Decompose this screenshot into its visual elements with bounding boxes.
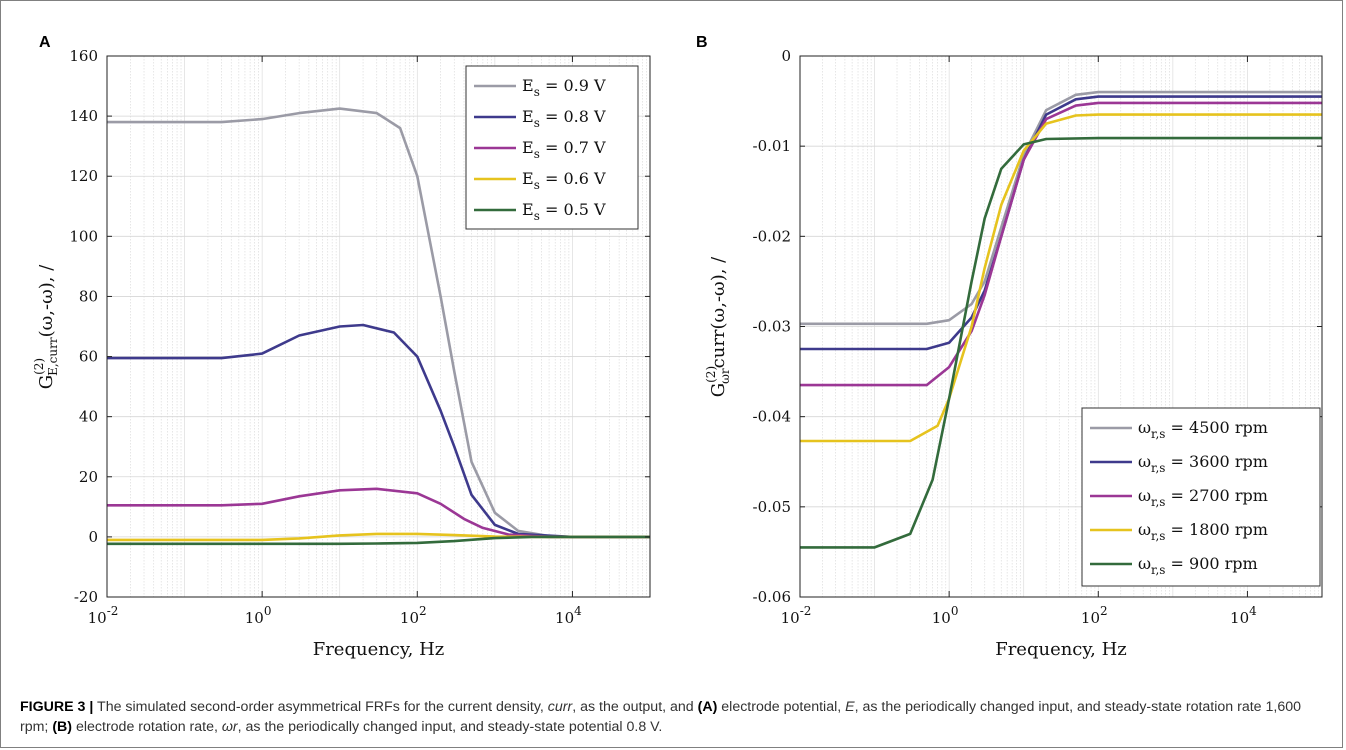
y-tick-label: 160 bbox=[69, 47, 98, 65]
x-tick-label: 102 bbox=[1081, 604, 1108, 627]
panel-b-letter: B bbox=[696, 34, 708, 51]
series-line bbox=[800, 101, 1322, 387]
caption-text-2: , as the output, and bbox=[572, 699, 698, 715]
series-line bbox=[107, 107, 650, 539]
y-tick-label: 120 bbox=[69, 167, 98, 185]
x-tick-label: 100 bbox=[245, 604, 272, 627]
y-tick-label: 20 bbox=[79, 468, 98, 486]
x-tick-label: 104 bbox=[555, 604, 582, 627]
chart-a: -20 0 20 40 60 80 100 120 140 160 10-2 100 102 104 Fre… bbox=[32, 47, 651, 660]
axes-box bbox=[106, 55, 651, 598]
x-tick-label: 104 bbox=[1230, 604, 1257, 627]
y-tick-label: 140 bbox=[69, 107, 98, 125]
caption-text-5: electrode rotation rate, bbox=[72, 719, 222, 735]
x-axis-label: Frequency, Hz bbox=[995, 639, 1127, 660]
legend-label: ωr,s = 2700 rpm bbox=[1138, 486, 1268, 509]
y-tick-label: 100 bbox=[69, 227, 98, 245]
x-tick-label: 10-2 bbox=[781, 604, 812, 627]
legend-label: Es = 0.8 V bbox=[522, 107, 606, 130]
series-line bbox=[800, 113, 1322, 443]
y-tick-label: -0.01 bbox=[753, 137, 791, 155]
legend-label: Es = 0.6 V bbox=[522, 169, 606, 192]
y-tick-label: -0.02 bbox=[753, 227, 791, 245]
caption-text-6: , as the periodically changed input, and… bbox=[237, 719, 663, 735]
y-axis-label: G(2)E,curr(ω,-ω), / bbox=[32, 264, 60, 390]
caption-e: E bbox=[845, 699, 855, 715]
y-tick-label: 0 bbox=[88, 528, 98, 546]
series-line bbox=[800, 90, 1322, 326]
y-tick-label: 40 bbox=[79, 408, 98, 426]
x-axis-label: Frequency, Hz bbox=[313, 639, 445, 660]
y-tick-label: -0.04 bbox=[753, 408, 791, 426]
series-line bbox=[800, 136, 1322, 549]
caption-text-3: electrode potential, bbox=[717, 699, 846, 715]
legend-label: ωr,s = 900 rpm bbox=[1138, 554, 1258, 577]
legend-label: Es = 0.7 V bbox=[522, 138, 606, 161]
x-tick-label: 102 bbox=[400, 604, 427, 627]
y-tick-label: -20 bbox=[74, 588, 98, 606]
legend-label: Es = 0.9 V bbox=[522, 76, 606, 99]
series-line bbox=[107, 323, 650, 539]
series-line bbox=[107, 535, 650, 546]
legend-label: Es = 0.5 V bbox=[522, 200, 606, 223]
y-axis-label: G(2)ωrcurr(ω,-ω), / bbox=[704, 256, 732, 397]
caption-text-4: , as the periodically changed input, and… bbox=[20, 699, 1302, 735]
y-tick-label: 0 bbox=[781, 47, 791, 65]
figure-caption: FIGURE 3 | The simulated second-order as… bbox=[20, 697, 1325, 737]
series-line bbox=[107, 487, 650, 539]
y-tick-label: 80 bbox=[79, 287, 98, 305]
y-tick-label: -0.06 bbox=[753, 588, 791, 606]
legend-label: ωr,s = 1800 rpm bbox=[1138, 520, 1268, 543]
x-tick-label: 10-2 bbox=[88, 604, 119, 627]
caption-text-1: The simulated second-order asymmetrical … bbox=[93, 699, 548, 715]
legend-label: ωr,s = 3600 rpm bbox=[1138, 452, 1268, 475]
caption-label: FIGURE 3 | bbox=[20, 699, 94, 715]
y-tick-label: -0.05 bbox=[753, 498, 791, 516]
legend-label: ωr,s = 4500 rpm bbox=[1138, 418, 1268, 441]
y-tick-label: -0.03 bbox=[753, 318, 791, 336]
y-tick-label: 60 bbox=[79, 348, 98, 366]
panel-a-letter: A bbox=[39, 34, 51, 51]
caption-b-tag: (B) bbox=[52, 719, 73, 735]
caption-curr: curr bbox=[547, 699, 573, 715]
x-tick-label: 100 bbox=[932, 604, 959, 627]
caption-a-tag: (A) bbox=[697, 699, 718, 715]
caption-omega-r: ωr bbox=[221, 719, 238, 735]
